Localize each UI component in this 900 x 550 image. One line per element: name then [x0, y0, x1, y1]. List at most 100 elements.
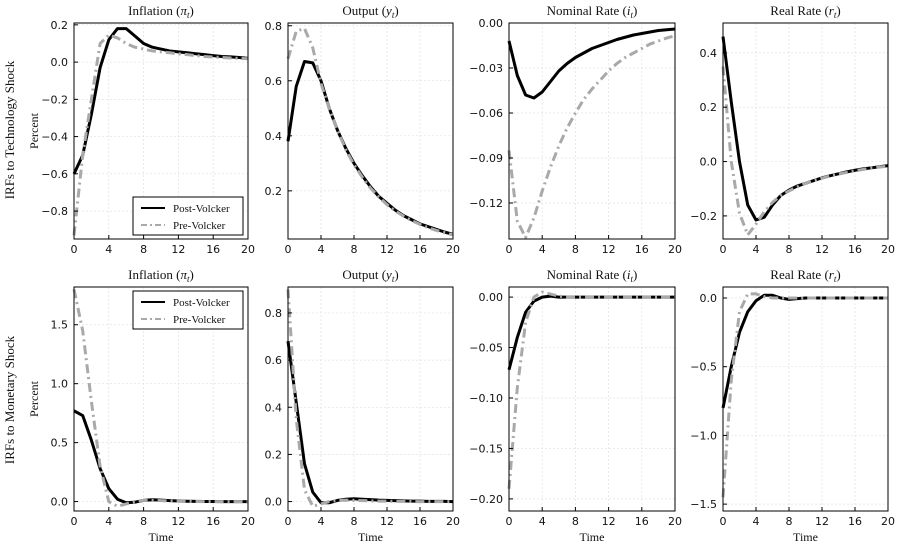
panel-title-close: ) — [633, 3, 637, 18]
x-tick-label: 20 — [881, 243, 895, 256]
panel-title-subscript: t — [187, 274, 190, 284]
series-line-pre-volcker — [721, 292, 888, 498]
panel-title-text: Output ( — [342, 267, 386, 282]
x-tick-label: 8 — [572, 243, 579, 256]
legend-label: Post-Volcker — [173, 297, 230, 309]
x-tick-label: 12 — [171, 243, 185, 256]
series-line-pre-volcker — [507, 34, 676, 239]
y-tick-label: 0.2 — [700, 101, 718, 114]
y-tick-label: −0.12 — [469, 197, 503, 210]
legend-box — [132, 196, 244, 236]
panel-title-subscript: t — [392, 10, 395, 20]
series-line-pre-volcker — [72, 289, 248, 508]
x-tick-label: 12 — [380, 515, 394, 528]
panel-title: Nominal Rate (it) — [547, 3, 638, 20]
panel-title-close: ) — [633, 267, 637, 282]
panel-title-subscript: t — [834, 274, 837, 284]
panel-title-symbol: i — [627, 3, 631, 18]
x-tick-label: 16 — [848, 515, 862, 528]
x-tick-label: 16 — [413, 243, 427, 256]
x-tick-label: 0 — [720, 243, 727, 256]
x-tick-label: 8 — [140, 515, 147, 528]
series-line-post-volcker — [286, 60, 454, 236]
x-tick-label: 16 — [206, 515, 220, 528]
series-line-post-volcker — [286, 341, 454, 505]
panel-title-close: ) — [190, 267, 194, 282]
panel-4: 0 4 8 12 16 20 0.0 0.5 1.0 1.5 Inflation (πt) Perce… — [27, 267, 255, 544]
x-tick-label: 8 — [351, 515, 358, 528]
panel-1: 0 4 8 12 16 20 0.2 0.4 0.6 0.8 Output (yt) — [265, 3, 461, 256]
panel-title: Nominal Rate (it) — [547, 267, 638, 284]
panel-title-text: Inflation ( — [128, 3, 180, 18]
y-tick-label: 0.4 — [265, 401, 283, 414]
panel-title-symbol: π — [180, 267, 187, 282]
series-line-pre-volcker — [72, 33, 249, 236]
panel-6: 0 4 8 12 16 20 −0.20 −0.15 −0.10 −0.05 0.00 Nominal… — [469, 267, 682, 544]
y-tick-label: 0.6 — [265, 75, 283, 88]
x-tick-label: 0 — [506, 515, 513, 528]
panel-title-close: ) — [836, 3, 840, 18]
panel-title: Output (yt) — [342, 3, 398, 20]
y-axis-label: Percent — [27, 112, 41, 149]
x-axis-label: Time — [580, 530, 605, 544]
series-line-post-volcker — [721, 36, 889, 222]
y-tick-label: 0.0 — [700, 156, 718, 169]
y-tick-label: 0.5 — [51, 437, 69, 450]
y-tick-label: −0.15 — [469, 442, 503, 455]
legend-label: Post-Volcker — [173, 203, 230, 215]
x-tick-label: 0 — [71, 243, 78, 256]
y-tick-label: 0.6 — [265, 354, 283, 367]
plot-frame — [508, 22, 676, 240]
x-tick-label: 16 — [206, 243, 220, 256]
x-tick-label: 12 — [602, 243, 616, 256]
panel-2: 0 4 8 12 16 20 −0.12 −0.09 −0.06 −0.03 0.00 Nominal… — [469, 3, 682, 256]
y-tick-label: 0.00 — [479, 291, 504, 304]
plot-frame — [722, 286, 889, 512]
y-tick-label: 0.2 — [265, 448, 283, 461]
y-tick-label: −0.4 — [41, 131, 68, 144]
series-line-pre-volcker — [286, 289, 453, 508]
panel-title-subscript: t — [630, 10, 633, 20]
x-tick-label: 20 — [881, 515, 895, 528]
x-tick-label: 8 — [140, 243, 147, 256]
x-tick-label: 0 — [720, 515, 727, 528]
panel-title-symbol: i — [627, 267, 631, 282]
series-line-post-volcker — [507, 27, 676, 100]
x-tick-label: 12 — [380, 243, 394, 256]
y-tick-label: −0.05 — [469, 342, 503, 355]
x-tick-label: 0 — [71, 515, 78, 528]
y-tick-label: −0.5 — [690, 361, 717, 374]
x-tick-label: 20 — [446, 515, 460, 528]
x-tick-label: 0 — [285, 243, 292, 256]
panel-title-close: ) — [394, 3, 398, 18]
panel-title-text: Nominal Rate ( — [547, 3, 627, 18]
panel-title: Inflation (πt) — [128, 3, 194, 20]
x-axis-label: Time — [149, 530, 174, 544]
y-tick-label: 0.0 — [700, 292, 718, 305]
y-tick-label: −0.8 — [41, 205, 68, 218]
y-tick-label: −1.0 — [690, 429, 717, 442]
panel-title-symbol: r — [829, 3, 835, 18]
panel-3: 0 4 8 12 16 20 −0.2 0.0 0.2 0.4 Real Rate (rt) — [690, 3, 895, 256]
plot-frame — [508, 286, 676, 512]
y-tick-label: −0.2 — [690, 210, 717, 223]
x-tick-label: 12 — [815, 243, 829, 256]
panel-title: Inflation (πt) — [128, 267, 194, 284]
x-tick-label: 8 — [786, 515, 793, 528]
y-tick-label: 0.4 — [265, 130, 283, 143]
panel-title-symbol: y — [384, 3, 392, 18]
y-tick-label: 0.0 — [51, 496, 69, 509]
x-tick-label: 0 — [506, 243, 513, 256]
legend-box — [132, 290, 244, 330]
y-tick-label: 0.4 — [700, 47, 718, 60]
x-tick-label: 0 — [285, 515, 292, 528]
y-tick-label: −0.03 — [469, 62, 503, 75]
x-tick-label: 12 — [602, 515, 616, 528]
x-tick-label: 20 — [241, 243, 255, 256]
series-line-post-volcker — [72, 27, 249, 175]
y-axis-label: Percent — [27, 380, 41, 417]
panel-5: 0 4 8 12 16 20 0.0 0.2 0.4 0.6 0.8 Output (yt) Time — [265, 267, 461, 544]
panel-title-close: ) — [394, 267, 398, 282]
y-tick-label: −0.06 — [469, 107, 503, 120]
